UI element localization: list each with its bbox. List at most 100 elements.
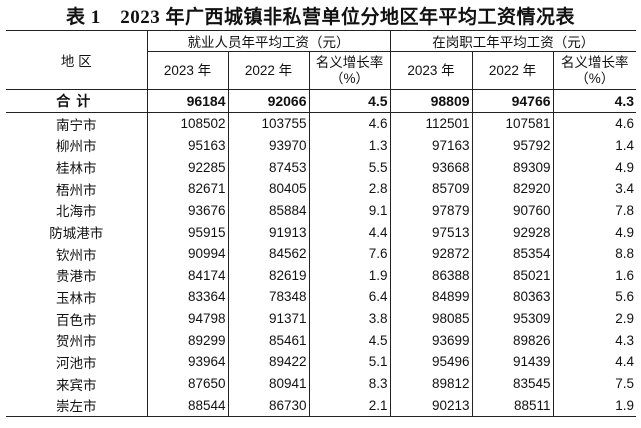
value-cell: 92872 [390,242,473,265]
value-cell: 4.3 [615,332,635,348]
value-cell: 94798 [147,307,229,330]
value-cell: 93970 [228,134,310,157]
value-cell: 93699 [390,329,473,352]
value-cell: 4.4 [615,354,635,370]
value-cell: 95496 [390,351,473,373]
value-cell: 93964 [147,351,229,373]
value-cell: 1.3 [309,134,391,157]
region-cell: 柳州市 [6,134,148,157]
value-cell: 88544 [147,394,229,417]
value-cell: 7.6 [309,242,391,265]
table-row: 河池市 93964 89422 5.1 95496 91439 4.4 [6,351,636,373]
value-cell: 86730 [228,394,310,417]
value-cell: 7.5 [615,376,635,391]
value-cell: 82619 [228,264,310,287]
region-cell: 百色市 [6,307,148,330]
value-cell: 8.8 [615,246,635,262]
value-cell: 4.3 [553,89,637,113]
table-row: 崇左市 88544 86730 2.1 90213 88511 1.9 [6,394,637,417]
value-cell: 1.9 [553,394,637,417]
header-2023: 2023 年 [390,51,473,90]
value-cell: 90760 [472,199,554,222]
region-cell: 北海市 [6,199,148,222]
value-cell: 85354 [472,242,554,265]
value-cell: 97879 [390,199,473,222]
value-cell: 94766 [472,89,554,113]
value-cell: 87650 [147,372,229,395]
value-cell: 4.6 [615,116,635,132]
value-cell: 91439 [472,351,554,373]
value-cell: 5.1 [309,351,391,373]
value-cell: 89422 [228,351,310,373]
value-cell: 1.4 [615,137,635,153]
value-cell: 78348 [228,286,310,308]
header-2023: 2023 年 [147,51,229,90]
table-row: 柳州市 95163 93970 1.3 97163 95792 1.4 [6,134,636,157]
table-title: 表 1 2023 年广西城镇非私营单位分地区年平均工资情况表 [65,7,575,28]
value-cell: 3.4 [615,181,635,197]
region-cell: 钦州市 [6,242,148,265]
region-cell: 桂林市 [6,156,148,178]
value-cell: 83545 [472,372,554,395]
table-row: 钦州市 90994 84562 7.6 92872 85354 8.8 [6,242,636,265]
region-cell: 崇左市 [6,394,148,417]
value-cell: 7.8 [615,202,635,218]
value-cell: 98085 [390,307,473,330]
value-cell: 1.6 [615,267,635,283]
header-growth: 名义增长率 （%） [309,51,391,90]
header-2022: 2022 年 [472,51,554,90]
value-cell: 95915 [147,221,229,243]
value-cell: 91913 [228,221,310,243]
wage-table: 地 区 就业人员年平均工资（元） 在岗职工年平均工资（元） 2023 年 202… [6,30,637,417]
table-row: 北海市 93676 85884 9.1 97879 90760 7.8 [6,199,636,222]
value-cell: 5.5 [309,156,391,178]
header-employed-wage: 就业人员年平均工资（元） [147,30,391,52]
value-cell: 6.4 [309,286,391,308]
value-cell: 85884 [228,199,310,222]
value-cell: 92066 [228,89,310,113]
value-cell: 4.9 [615,159,635,175]
value-cell: 97163 [390,134,473,157]
value-cell: 84562 [228,242,310,265]
value-cell: 107581 [472,112,554,135]
table-row: 南宁市 108502 103755 4.6 112501 107581 4.6 [6,112,636,135]
value-cell: 95309 [472,307,554,330]
region-cell: 来宾市 [6,372,148,395]
total-row: 合计 96184 92066 4.5 98809 94766 4.3 [6,89,637,113]
value-cell: 103755 [228,112,310,135]
value-cell: 2.8 [309,177,391,200]
table-row: 百色市 94798 91371 3.8 98085 95309 2.9 [6,307,636,330]
value-cell: 96184 [147,89,229,113]
value-cell: 83364 [147,286,229,308]
value-cell: 4.9 [615,224,635,240]
value-cell: 2.9 [615,311,635,327]
value-cell: 85709 [390,177,473,200]
value-cell: 84899 [390,286,473,308]
value-cell: 80405 [228,177,310,200]
value-cell: 92928 [472,221,554,243]
value-cell: 80363 [472,286,554,308]
value-cell: 95163 [147,134,229,157]
value-cell: 95792 [472,134,554,157]
value-cell: 5.6 [615,289,635,305]
region-cell: 防城港市 [6,221,148,243]
growth-label: 名义增长率 [315,54,384,70]
value-cell: 1.9 [309,264,391,287]
value-cell: 97513 [390,221,473,243]
value-cell: 90994 [147,242,229,265]
value-cell: 82671 [147,177,229,200]
value-cell: 2.1 [309,394,391,417]
value-cell: 88511 [472,394,554,417]
value-cell: 86388 [390,264,473,287]
region-cell: 贵港市 [6,264,148,287]
value-cell: 91371 [228,307,310,330]
growth-unit: （%） [330,70,370,86]
header-onpost-wage: 在岗职工年平均工资（元） [390,30,637,52]
region-cell: 合计 [6,89,148,113]
value-cell: 89309 [472,156,554,178]
table-row: 桂林市 92285 87453 5.5 93668 89309 4.9 [6,156,636,178]
value-cell: 4.5 [309,329,391,352]
header-2022: 2022 年 [228,51,310,90]
value-cell: 112501 [390,112,473,135]
value-cell: 93668 [390,156,473,178]
